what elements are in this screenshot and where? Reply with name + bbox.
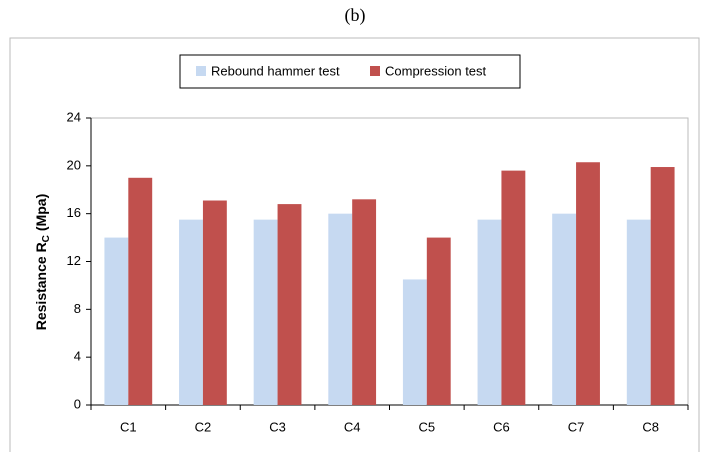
chart-frame (9, 37, 700, 452)
bar (626, 219, 651, 405)
y-tick-label: 0 (74, 396, 81, 411)
bar (402, 279, 427, 405)
bar (253, 219, 278, 405)
x-tick-label: C6 (493, 419, 510, 434)
y-label-sub: C (41, 235, 52, 242)
y-tick-label: 16 (67, 205, 81, 220)
y-tick-label: 12 (67, 253, 81, 268)
x-tick-label: C3 (269, 419, 286, 434)
bar (576, 162, 600, 405)
bar (552, 213, 577, 405)
legend-box (179, 54, 521, 89)
bar (104, 237, 129, 405)
y-label-text: Resistance R (33, 242, 49, 330)
bar (501, 170, 526, 405)
bar (179, 219, 203, 405)
bar (477, 219, 502, 405)
bar (328, 213, 353, 405)
y-axis-label: Resistance RC (Mpa) (33, 194, 52, 331)
bar (277, 204, 302, 405)
legend-swatch (370, 66, 380, 76)
legend-label: Compression test (385, 63, 487, 78)
y-tick-label: 8 (74, 301, 81, 316)
bar (352, 199, 377, 405)
legend-label: Rebound hammer test (211, 63, 340, 78)
x-tick-label: C2 (195, 419, 212, 434)
y-tick-label: 4 (74, 349, 81, 364)
x-tick-label: C5 (419, 419, 436, 434)
x-tick-label: C4 (344, 419, 361, 434)
y-tick-label: 24 (67, 109, 81, 124)
x-tick-label: C8 (642, 419, 659, 434)
bar (650, 167, 675, 405)
chart-title: (b) (345, 5, 366, 26)
legend-swatch (196, 66, 206, 76)
bar (128, 177, 153, 405)
y-label-unit: (Mpa) (33, 194, 49, 231)
y-tick-label: 20 (67, 157, 81, 172)
x-tick-label: C1 (120, 419, 137, 434)
x-tick-label: C7 (568, 419, 585, 434)
bar (202, 200, 227, 405)
bar (426, 237, 451, 405)
